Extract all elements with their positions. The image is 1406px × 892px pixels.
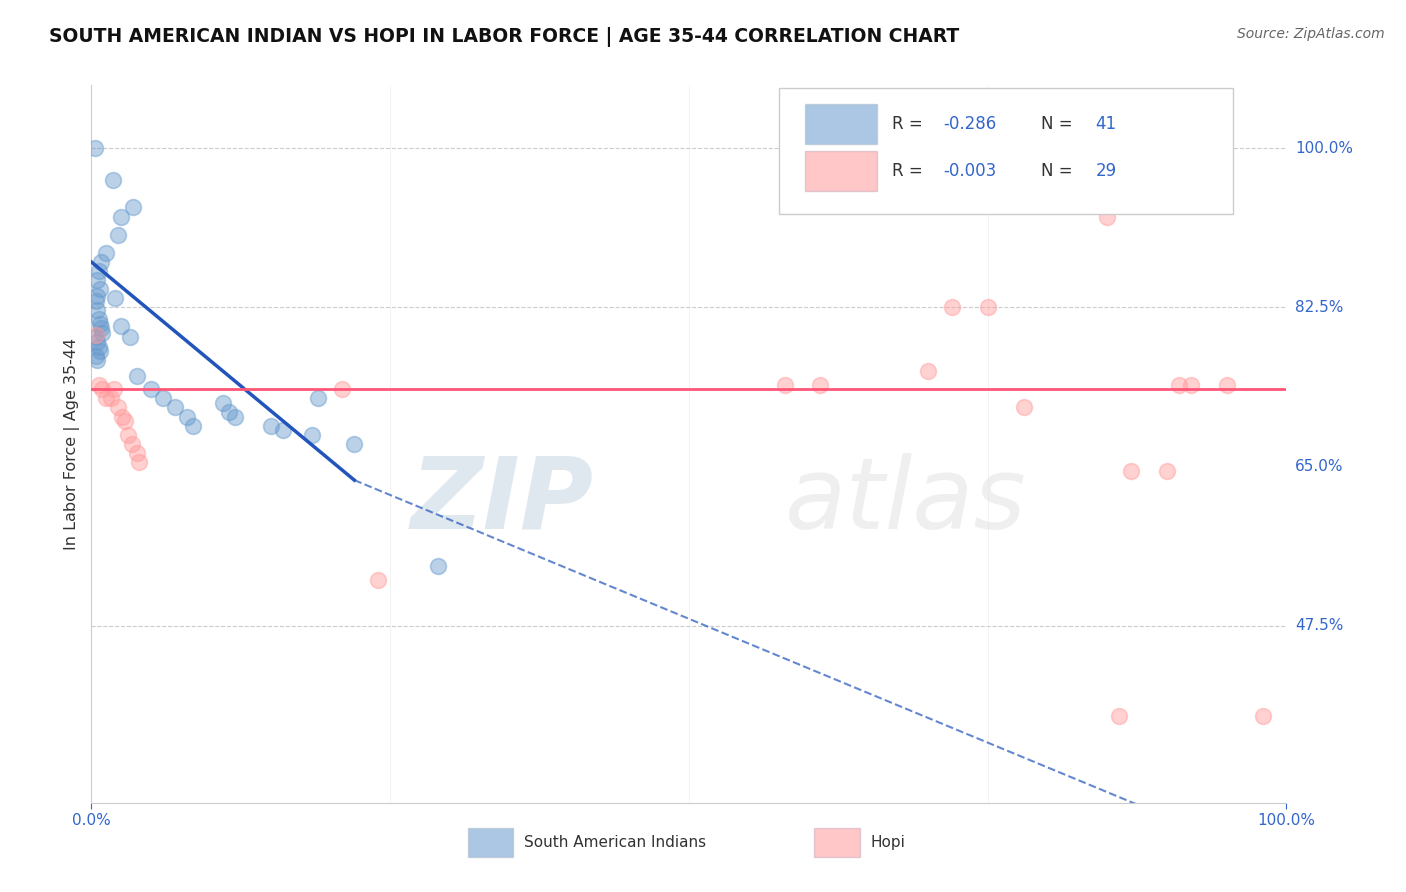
- Point: [110, 210, 132, 224]
- Point: [332, 382, 354, 396]
- Point: [84, 141, 107, 155]
- Point: [367, 573, 389, 587]
- Point: [90, 321, 112, 335]
- Point: [976, 301, 998, 315]
- Point: [86, 273, 108, 287]
- Point: [84, 327, 107, 342]
- Text: Hopi: Hopi: [870, 835, 905, 850]
- Point: [122, 201, 145, 215]
- Point: [86, 288, 108, 302]
- Text: ZIP: ZIP: [411, 453, 593, 549]
- FancyBboxPatch shape: [804, 104, 876, 144]
- Point: [1097, 210, 1119, 224]
- Point: [87, 264, 110, 278]
- Y-axis label: In Labor Force | Age 35-44: In Labor Force | Age 35-44: [65, 338, 80, 549]
- Point: [110, 318, 132, 333]
- Point: [101, 173, 124, 187]
- Point: [94, 392, 117, 406]
- Text: South American Indians: South American Indians: [524, 835, 706, 850]
- Point: [1180, 377, 1202, 392]
- Text: N =: N =: [1042, 162, 1078, 180]
- Point: [87, 339, 110, 353]
- Point: [941, 301, 963, 315]
- Point: [89, 282, 111, 296]
- Point: [117, 427, 139, 442]
- Point: [86, 303, 108, 318]
- FancyBboxPatch shape: [468, 828, 513, 856]
- Point: [84, 330, 107, 344]
- Text: Source: ZipAtlas.com: Source: ZipAtlas.com: [1237, 27, 1385, 41]
- Point: [1215, 377, 1237, 392]
- Point: [86, 353, 108, 368]
- Point: [89, 344, 111, 359]
- Text: 29: 29: [1095, 162, 1116, 180]
- Point: [773, 377, 796, 392]
- Point: [271, 423, 294, 437]
- Point: [218, 405, 240, 419]
- Text: SOUTH AMERICAN INDIAN VS HOPI IN LABOR FORCE | AGE 35-44 CORRELATION CHART: SOUTH AMERICAN INDIAN VS HOPI IN LABOR F…: [49, 27, 959, 46]
- Text: N =: N =: [1042, 115, 1078, 133]
- FancyBboxPatch shape: [804, 151, 876, 191]
- Point: [1108, 709, 1130, 723]
- Point: [163, 401, 186, 415]
- Point: [301, 427, 323, 442]
- Point: [152, 392, 174, 406]
- Point: [176, 409, 198, 424]
- Point: [1012, 401, 1035, 415]
- Point: [1167, 377, 1189, 392]
- Point: [1119, 464, 1142, 478]
- Text: R =: R =: [891, 115, 928, 133]
- Point: [114, 414, 136, 428]
- Text: atlas: atlas: [785, 453, 1026, 549]
- Point: [91, 326, 114, 340]
- Point: [86, 334, 108, 349]
- FancyBboxPatch shape: [779, 88, 1233, 214]
- Point: [87, 312, 110, 326]
- Point: [1156, 464, 1178, 478]
- FancyBboxPatch shape: [814, 828, 860, 856]
- Point: [426, 559, 449, 574]
- Point: [91, 382, 114, 396]
- Point: [104, 291, 127, 305]
- Text: 47.5%: 47.5%: [1295, 618, 1343, 633]
- Point: [107, 401, 129, 415]
- Point: [125, 368, 148, 383]
- Point: [107, 227, 129, 242]
- Point: [94, 246, 117, 260]
- Text: -0.003: -0.003: [943, 162, 997, 180]
- Text: 100.0%: 100.0%: [1295, 141, 1353, 156]
- Point: [89, 317, 111, 331]
- Point: [125, 446, 148, 460]
- Point: [87, 377, 110, 392]
- Point: [307, 392, 329, 406]
- Text: R =: R =: [891, 162, 928, 180]
- Point: [343, 437, 366, 451]
- Point: [84, 349, 107, 363]
- Point: [917, 364, 939, 378]
- Point: [118, 330, 141, 344]
- Point: [84, 294, 107, 309]
- Point: [810, 377, 832, 392]
- Point: [111, 409, 134, 424]
- Text: 65.0%: 65.0%: [1295, 459, 1343, 474]
- Point: [181, 418, 204, 433]
- Point: [1251, 709, 1274, 723]
- Point: [100, 392, 122, 406]
- Text: 82.5%: 82.5%: [1295, 300, 1343, 315]
- Point: [224, 409, 246, 424]
- Point: [121, 437, 143, 451]
- Point: [141, 382, 162, 396]
- Point: [128, 455, 150, 469]
- Point: [103, 382, 125, 396]
- Point: [211, 396, 233, 410]
- Text: 41: 41: [1095, 115, 1116, 133]
- Text: -0.286: -0.286: [943, 115, 997, 133]
- Point: [259, 418, 281, 433]
- Point: [90, 255, 112, 269]
